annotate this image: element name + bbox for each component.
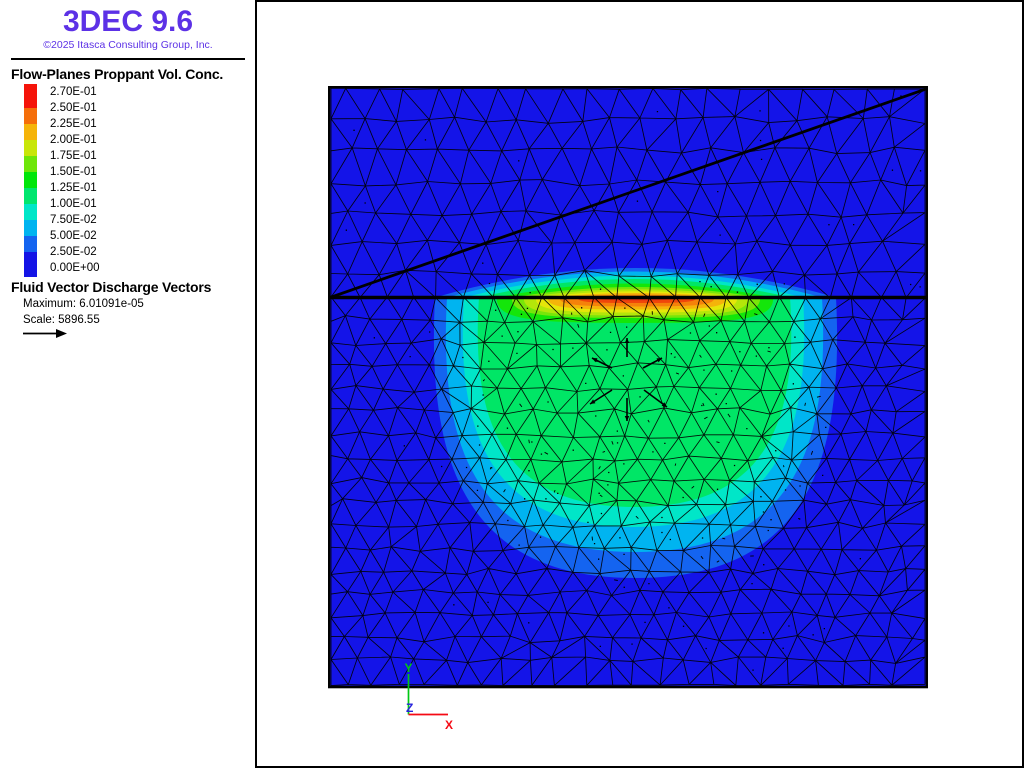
model-view-canvas[interactable]: Y Z X xyxy=(328,86,928,746)
colorbar xyxy=(24,84,37,277)
colorbar-swatch xyxy=(24,124,37,140)
discharge-vector-arrowhead xyxy=(656,358,662,363)
colorbar-swatch xyxy=(24,108,37,124)
vector-maximum-value: Maximum: 6.01091e-05 xyxy=(23,298,144,310)
colorbar-label: 0.00E+00 xyxy=(50,262,100,274)
discharge-vector-arrowhead xyxy=(624,338,630,344)
colorbar-label: 2.50E-01 xyxy=(50,102,97,114)
model-boundary xyxy=(328,86,928,689)
colorbar-label: 2.50E-02 xyxy=(50,246,97,258)
colorbar-label: 1.50E-01 xyxy=(50,166,97,178)
discharge-vector-arrowhead xyxy=(592,358,598,363)
colorbar-swatch xyxy=(24,172,37,188)
legend-sidebar: 3DEC 9.6 ©2025 Itasca Consulting Group, … xyxy=(0,0,256,768)
colorbar-swatch xyxy=(24,188,37,204)
copyright-text: ©2025 Itasca Consulting Group, Inc. xyxy=(43,39,213,51)
small-vector-ticks xyxy=(482,311,821,581)
discharge-vector-arrowhead xyxy=(624,415,630,421)
colorbar-label: 5.00E-02 xyxy=(50,230,97,242)
colorbar-label: 1.25E-01 xyxy=(50,182,97,194)
colorbar-label: 1.00E-01 xyxy=(50,198,97,210)
colorbar-swatch xyxy=(24,204,37,220)
z-axis-label: Z xyxy=(406,701,413,715)
x-axis-label: X xyxy=(445,718,453,732)
inclined-joint-line xyxy=(330,88,926,299)
vector-scale-arrow-icon xyxy=(23,329,67,338)
header-divider xyxy=(11,58,245,60)
y-axis-label: Y xyxy=(405,661,413,675)
colorbar-swatch xyxy=(24,236,37,252)
colorbar-swatch xyxy=(24,252,37,277)
colorbar-swatch xyxy=(24,140,37,156)
colorbar-label: 7.50E-02 xyxy=(50,214,97,226)
vector-scale-value: Scale: 5896.55 xyxy=(23,314,100,326)
legend-title: Flow-Planes Proppant Vol. Conc. xyxy=(11,66,224,82)
colorbar-swatch xyxy=(24,156,37,172)
colorbar-label: 2.00E-01 xyxy=(50,134,97,146)
app-title: 3DEC 9.6 xyxy=(62,5,194,38)
vector-legend-title: Fluid Vector Discharge Vectors xyxy=(11,279,212,295)
colorbar-label: 2.25E-01 xyxy=(50,118,97,130)
colorbar-label: 2.70E-01 xyxy=(50,86,97,98)
discharge-vector-arrowhead xyxy=(590,399,596,404)
colorbar-swatch xyxy=(24,220,37,236)
colorbar-label: 1.75E-01 xyxy=(50,150,97,162)
discharge-vector-arrowhead xyxy=(661,402,667,407)
colorbar-swatch xyxy=(24,84,37,108)
concentration-band xyxy=(477,279,792,507)
sidebar-separator xyxy=(255,0,257,768)
